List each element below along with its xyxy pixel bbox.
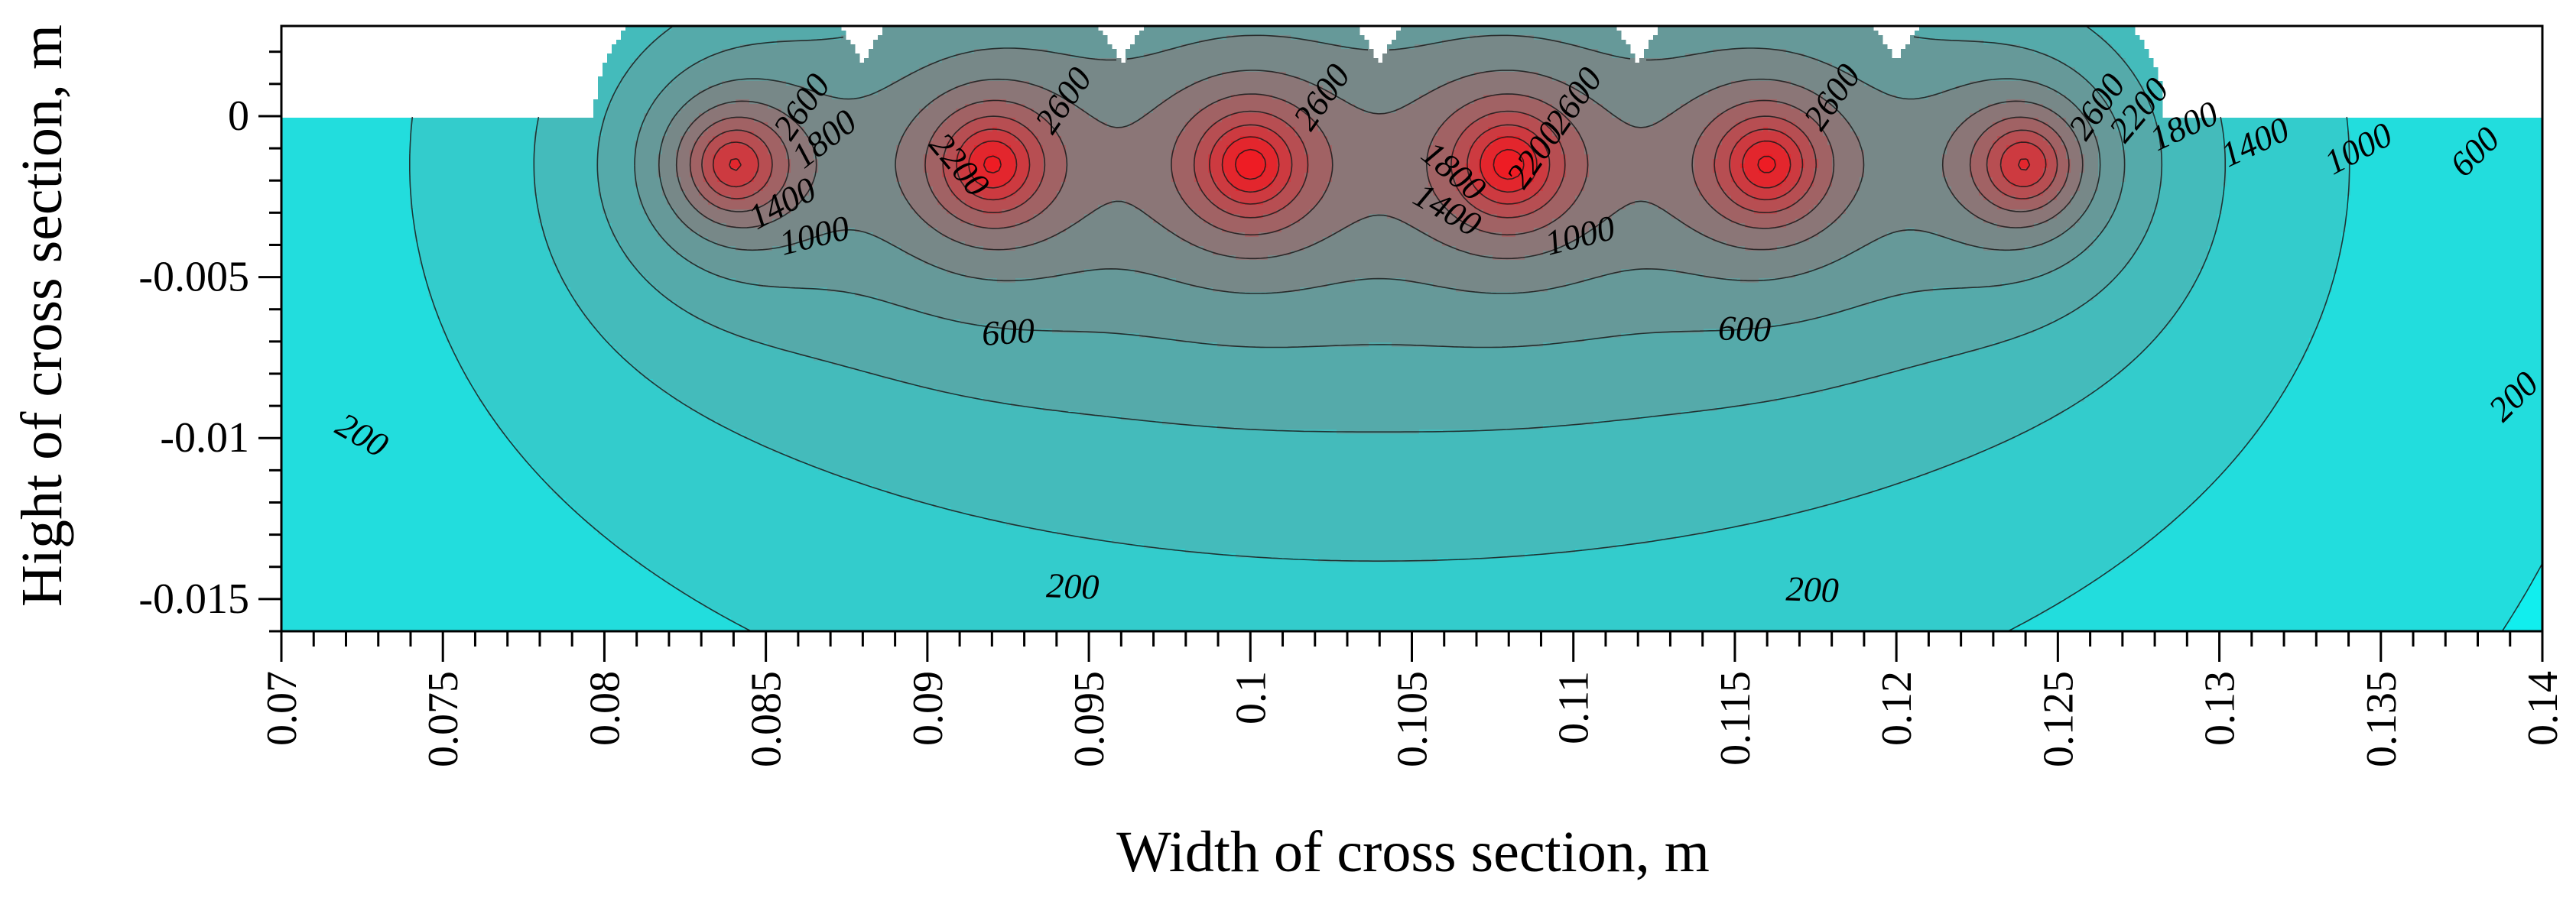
x-tick-label: 0.08 [581, 671, 629, 746]
contour-lines [409, 26, 2542, 631]
contour-label: 200 [1785, 569, 1840, 610]
contour-line-2400 [729, 136, 2031, 193]
contour-label: 600 [980, 310, 1035, 353]
x-tick-label: 0.07 [258, 671, 306, 746]
x-tick-label: 0.11 [1551, 671, 1598, 744]
contour-line-1000 [596, 26, 2163, 433]
x-tick-label: 0.115 [1712, 671, 1759, 766]
y-axis-title: Hight of cross section, m [10, 24, 74, 607]
x-axis-title: Width of cross section, m [1116, 820, 1710, 884]
contour-line-1600 [675, 70, 2084, 260]
x-tick-label: 0.1 [1227, 671, 1275, 724]
x-tick-label: 0.085 [743, 671, 791, 767]
contour-line-800 [533, 116, 2226, 562]
x-tick-label: 0.135 [2358, 671, 2405, 767]
y-tick-label: -0.01 [160, 414, 249, 462]
contour-line-1400 [658, 34, 2101, 294]
x-tick-label: 0.095 [1066, 671, 1113, 767]
x-tick-label: 0.13 [2197, 671, 2244, 746]
contour-field [281, 26, 2542, 631]
contour-line-2200 [712, 124, 2047, 205]
x-tick-label: 0.14 [2519, 671, 2567, 746]
y-axis: 0 -0.005 -0.01 -0.015 [138, 50, 281, 633]
x-axis: 0.07 0.075 0.08 0.085 0.09 0.095 0.1 0.105 0.11 0… [258, 631, 2567, 767]
contour-line-2600 [983, 148, 1776, 180]
x-tick-label: 0.075 [420, 671, 467, 767]
y-tick-label: 0 [228, 92, 249, 140]
contour-label: 200 [1046, 566, 1100, 606]
contour-line-400 [2501, 562, 2542, 631]
contour-line-600 [409, 116, 2350, 631]
y-tick-label: -0.005 [138, 254, 249, 301]
x-tick-label: 0.105 [1389, 671, 1437, 767]
x-tick-label: 0.12 [1873, 671, 1921, 746]
contour-line-1800 [689, 93, 2070, 236]
contour-line-2000 [701, 110, 2058, 219]
x-tick-label: 0.09 [905, 671, 952, 746]
contour-label: 600 [1717, 308, 1772, 348]
y-tick-label: -0.015 [138, 575, 249, 623]
x-tick-label: 0.125 [2035, 671, 2082, 767]
